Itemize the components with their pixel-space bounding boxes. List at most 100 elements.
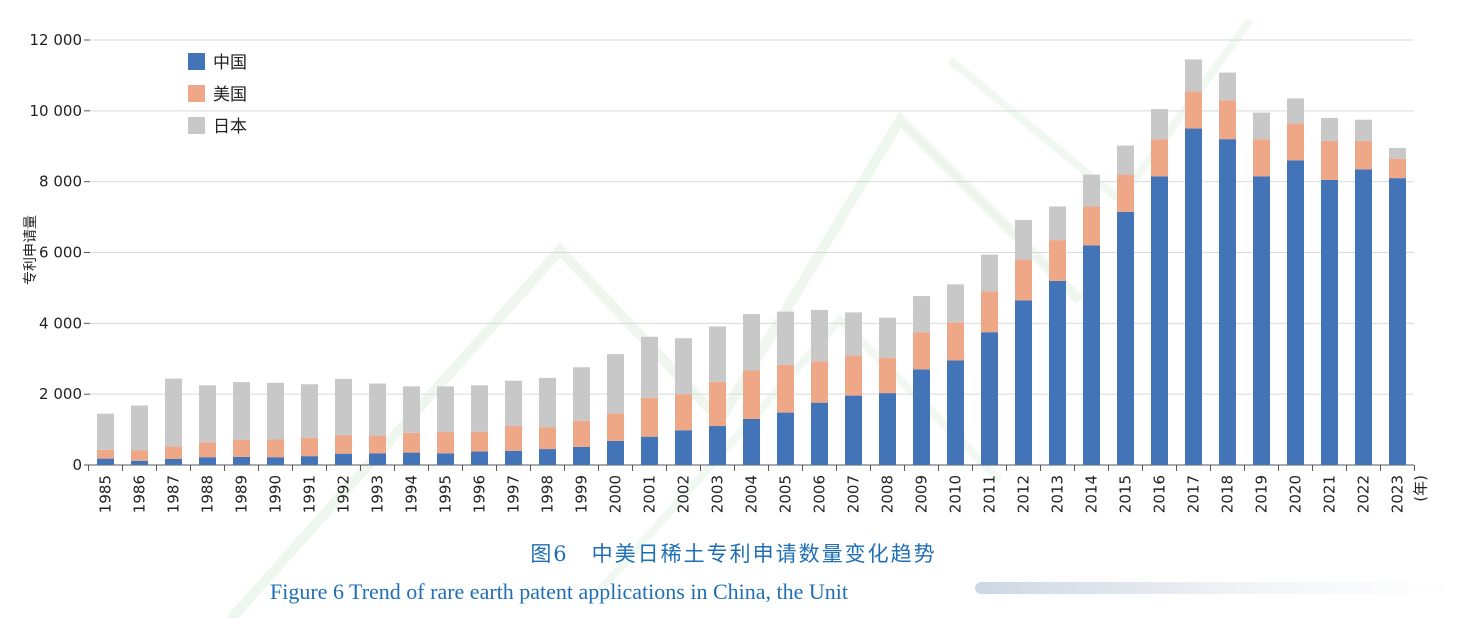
x-tick-label: 1994 (403, 475, 421, 513)
bar-segment (233, 382, 250, 440)
bar-segment (743, 370, 760, 419)
bar-segment (97, 413, 114, 450)
x-tick-label: 1999 (573, 475, 591, 513)
legend-label: 美国 (213, 85, 247, 105)
bar-segment (1185, 128, 1202, 465)
bar-segment (709, 426, 726, 465)
bar-segment (981, 291, 998, 333)
bar-segment (1151, 109, 1168, 140)
bar-segment (879, 317, 896, 358)
legend-label: 日本 (213, 117, 247, 137)
bars (97, 59, 1406, 466)
bar-segment (165, 378, 182, 447)
bar-segment (539, 427, 556, 450)
x-tick-label: 2019 (1253, 475, 1271, 513)
x-tick-label: 1985 (97, 475, 115, 513)
x-tick-label: 2017 (1185, 475, 1203, 513)
bar-segment (369, 435, 386, 454)
bar-segment (1389, 178, 1406, 465)
bar-segment (1151, 139, 1168, 177)
bar-segment (1151, 176, 1168, 465)
bar-segment (743, 418, 760, 465)
bar-segment (403, 452, 420, 465)
y-tick-label: 2 000 (39, 385, 82, 403)
bar-segment (1355, 169, 1372, 466)
bar-segment (471, 451, 488, 465)
bar-segment (1185, 59, 1202, 92)
bar-segment (675, 338, 692, 395)
y-tick-label: 8 000 (39, 173, 82, 191)
x-tick-label: 2006 (811, 475, 829, 513)
bar-segment (471, 385, 488, 432)
bar-segment (811, 361, 828, 403)
bar-segment (1389, 158, 1406, 179)
bar-segment (369, 383, 386, 436)
x-tick-label: 1992 (335, 475, 353, 513)
x-tick-label: 2009 (913, 475, 931, 513)
bar-segment (437, 453, 454, 465)
bar-segment (1389, 148, 1406, 159)
bar-segment (403, 386, 420, 433)
x-tick-label: 2004 (743, 475, 761, 513)
bar-segment (471, 431, 488, 452)
x-tick-label: 2015 (1117, 475, 1135, 513)
bar-segment (539, 377, 556, 428)
bar-segment (267, 382, 284, 440)
bar-segment (1287, 123, 1304, 161)
legend-swatch (188, 117, 205, 134)
x-tick-label: 1987 (165, 475, 183, 513)
bar-segment (1015, 219, 1032, 260)
bar-segment (641, 336, 658, 398)
legend-swatch (188, 85, 205, 102)
x-tick-label: 1988 (199, 475, 217, 513)
bar-segment (1287, 98, 1304, 124)
bar-segment (199, 442, 216, 458)
bar-segment (1117, 211, 1134, 465)
legend-label: 中国 (213, 53, 247, 73)
bar-segment (437, 432, 454, 454)
bar-segment (1083, 174, 1100, 207)
bar-segment (199, 385, 216, 443)
bar-segment (267, 439, 284, 458)
bar-segment (539, 449, 556, 465)
bar-segment (845, 355, 862, 396)
bar-segment (505, 426, 522, 451)
bar-segment (301, 384, 318, 438)
bar-segment (369, 453, 386, 465)
x-tick-label: 1986 (131, 475, 149, 513)
bar-segment (913, 332, 930, 370)
x-tick-label: 2023 (1389, 475, 1407, 513)
bar-segment (947, 360, 964, 465)
bar-segment (981, 254, 998, 292)
bar-segment (131, 405, 148, 451)
x-tick-label: 2011 (981, 475, 999, 513)
bar-segment (1253, 112, 1270, 140)
x-tick-label: 2010 (947, 475, 965, 513)
bar-segment (777, 412, 794, 465)
bar-segment (641, 397, 658, 437)
bar-segment (1219, 100, 1236, 140)
bar-segment (335, 434, 352, 454)
x-tick-label: 1998 (539, 475, 557, 513)
y-axis-label: 专利申请量 (23, 215, 39, 285)
x-tick-label: 2020 (1287, 475, 1305, 513)
x-tick-label: 1993 (369, 475, 387, 513)
x-tick-label: 2003 (709, 475, 727, 513)
bar-segment (607, 354, 624, 414)
bar-segment (301, 437, 318, 457)
bar-segment (1015, 259, 1032, 301)
bar-segment (811, 309, 828, 362)
bar-segment (1083, 245, 1100, 465)
bar-segment (709, 381, 726, 427)
bar-segment (267, 457, 284, 465)
bar-segment (1185, 91, 1202, 129)
x-axis: 1985 1986 1987 1988 1989 1990 1991 1992 1993 1994… (88, 465, 1430, 513)
bar-segment (641, 436, 658, 465)
y-tick-label: 10 000 (30, 102, 83, 120)
x-tick-label: 1990 (267, 475, 285, 513)
bar-segment (1117, 145, 1134, 175)
bar-segment (1083, 206, 1100, 246)
bar-segment (165, 446, 182, 459)
